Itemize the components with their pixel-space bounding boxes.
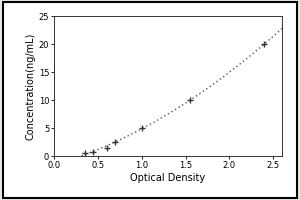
Y-axis label: Concentration(ng/mL): Concentration(ng/mL): [26, 32, 36, 140]
X-axis label: Optical Density: Optical Density: [130, 173, 206, 183]
